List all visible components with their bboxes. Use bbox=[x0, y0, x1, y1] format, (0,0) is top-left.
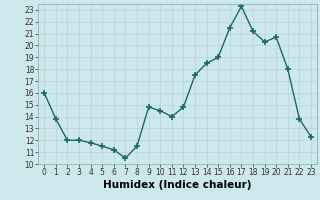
X-axis label: Humidex (Indice chaleur): Humidex (Indice chaleur) bbox=[103, 180, 252, 190]
